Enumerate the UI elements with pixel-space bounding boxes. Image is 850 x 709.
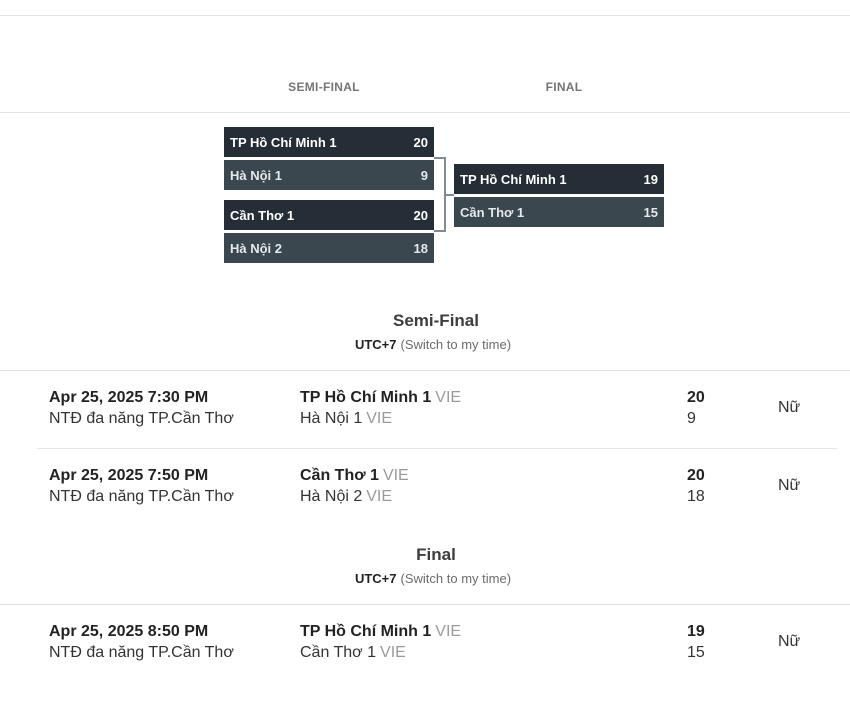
bracket-connector [444,194,454,196]
bracket-team-score: 18 [413,240,428,256]
match-team1[interactable]: Cần Thơ 1 VIE [300,467,409,485]
bracket-connector [434,230,446,232]
bracket-semi1-team2[interactable]: Hà Nội 1 9 [224,160,434,190]
match-row[interactable]: Apr 25, 2025 7:50 PM NTĐ đa năng TP.Cần … [0,467,850,527]
team-country: VIE [435,389,462,406]
team-country: VIE [382,467,409,484]
bracket-semi2-team1[interactable]: Cần Thơ 1 20 [224,200,434,230]
section-divider [0,370,850,371]
match-gender: Nữ [778,633,801,650]
round-header-semi-final: SEMI-FINAL [288,80,360,94]
team-name: Cần Thơ 1 [300,467,379,484]
team-country: VIE [366,410,393,427]
switch-time-link[interactable]: (Switch to my time) [400,571,512,586]
timezone-label: UTC+7 [354,571,397,586]
row-divider [37,448,837,449]
switch-time-link[interactable]: (Switch to my time) [400,337,512,352]
match-score2: 15 [687,644,705,661]
match-venue: NTĐ đa năng TP.Cần Thơ [49,644,234,661]
match-score2: 18 [687,488,705,505]
bracket-semi2-team2[interactable]: Hà Nội 2 18 [224,233,434,263]
match-team2[interactable]: Hà Nội 2 VIE [300,488,392,506]
bracket-team-score: 15 [643,204,658,220]
match-venue: NTĐ đa năng TP.Cần Thơ [49,410,234,427]
match-venue: NTĐ đa năng TP.Cần Thơ [49,488,234,505]
team-name: TP Hồ Chí Minh 1 [300,389,432,406]
timezone-line: UTC+7 (Switch to my time) [0,571,850,586]
match-gender: Nữ [778,399,801,416]
match-score1: 19 [687,623,705,640]
bracket-team-score: 19 [643,171,658,187]
top-divider [0,15,850,16]
section-title-final: Final [416,545,456,564]
round-header-divider [0,112,850,113]
match-team1[interactable]: TP Hồ Chí Minh 1 VIE [300,389,461,407]
timezone-line: UTC+7 (Switch to my time) [0,337,850,352]
round-header-final: FINAL [545,80,583,94]
bracket-team-name: TP Hồ Chí Minh 1 [460,171,567,187]
match-gender: Nữ [778,477,801,494]
timezone-label: UTC+7 [354,337,397,352]
bracket-connector [434,157,446,159]
match-team2[interactable]: Hà Nội 1 VIE [300,410,392,428]
section-divider [0,604,850,605]
match-date: Apr 25, 2025 7:30 PM [49,389,209,406]
bracket-final-team2[interactable]: Cần Thơ 1 15 [454,197,664,227]
match-date: Apr 25, 2025 8:50 PM [49,623,209,640]
bracket-team-score: 20 [413,207,428,223]
team-country: VIE [380,644,406,661]
bracket-final-team1[interactable]: TP Hồ Chí Minh 1 19 [454,164,664,194]
match-score1: 20 [687,467,705,484]
bracket-team-score: 9 [420,167,428,183]
bracket-team-score: 20 [413,134,428,150]
team-name: Hà Nội 2 [300,488,363,505]
bracket-team-name: Hà Nội 2 [230,240,283,256]
bracket: TP Hồ Chí Minh 1 20 Hà Nội 1 9 Cần Thơ 1… [0,0,850,290]
bracket-semi1-team1[interactable]: TP Hồ Chí Minh 1 20 [224,127,434,157]
team-name: Cần Thơ 1 [300,644,377,661]
section-title-semi-final: Semi-Final [393,311,479,330]
match-team2[interactable]: Cần Thơ 1 VIE [300,644,406,662]
bracket-team-name: TP Hồ Chí Minh 1 [230,134,337,150]
team-name: Hà Nội 1 [300,410,363,427]
match-row[interactable]: Apr 25, 2025 8:50 PM NTĐ đa năng TP.Cần … [0,623,850,683]
match-score2: 9 [687,410,696,427]
team-country: VIE [435,623,462,640]
match-team1[interactable]: TP Hồ Chí Minh 1 VIE [300,623,461,641]
bracket-team-name: Hà Nội 1 [230,167,283,183]
team-name: TP Hồ Chí Minh 1 [300,623,432,640]
bracket-team-name: Cần Thơ 1 [230,207,295,223]
bracket-team-name: Cần Thơ 1 [460,204,525,220]
match-row[interactable]: Apr 25, 2025 7:30 PM NTĐ đa năng TP.Cần … [0,389,850,449]
match-score1: 20 [687,389,705,406]
match-date: Apr 25, 2025 7:50 PM [49,467,209,484]
team-country: VIE [366,488,393,505]
